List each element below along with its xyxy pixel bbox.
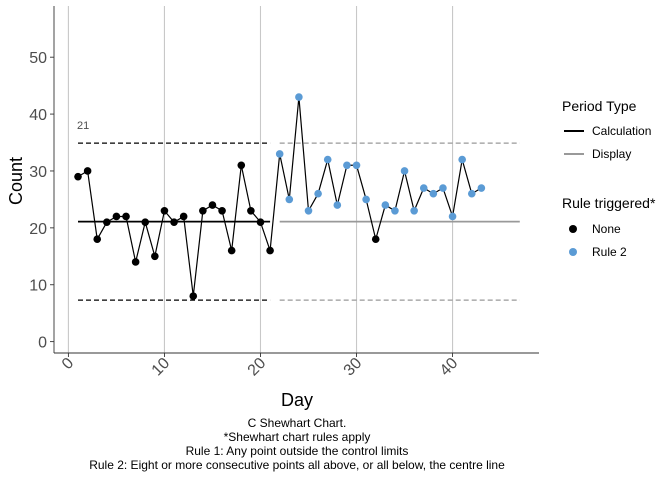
grid-layer xyxy=(67,6,454,353)
caption-line-2: *Shewhart chart rules apply xyxy=(224,430,371,444)
y-tick-label-0: 0 xyxy=(38,335,47,352)
data-point-day-23 xyxy=(285,195,294,204)
y-tick-label-20: 20 xyxy=(29,221,47,238)
data-point-day-16 xyxy=(218,206,226,215)
data-point-day-22 xyxy=(275,150,284,158)
data-point-day-42 xyxy=(467,189,476,198)
data-point-day-26 xyxy=(314,189,322,198)
caption-line-4: Rule 2: Eight or more consecutive points… xyxy=(89,458,505,472)
y-tick-label-50: 50 xyxy=(29,50,47,67)
x-axis-title: Day xyxy=(281,390,313,410)
data-point-day-25 xyxy=(304,206,313,215)
data-point-day-10 xyxy=(160,206,169,215)
data-point-day-28 xyxy=(333,201,342,209)
data-point-day-38 xyxy=(429,189,438,198)
data-point-day-7 xyxy=(131,258,140,266)
caption-line-3: Rule 1: Any point outside the control li… xyxy=(186,444,409,458)
x-tick-label-10: 10 xyxy=(149,355,174,380)
data-point-day-19 xyxy=(247,206,255,215)
data-point-day-11 xyxy=(170,218,178,226)
data-point-day-6 xyxy=(122,212,130,221)
caption-line-1: C Shewhart Chart. xyxy=(248,416,347,430)
data-point-day-1 xyxy=(74,172,82,181)
legend-rule2-label: Rule 2 xyxy=(592,245,627,259)
y-tick-label-40: 40 xyxy=(29,107,47,124)
axes-layer: 0 10 20 30 40 50 0 10 20 30 40 xyxy=(29,6,539,379)
y-axis-title: Count xyxy=(6,157,26,205)
data-point-day-33 xyxy=(381,201,390,209)
x-tick-label-30: 30 xyxy=(341,355,366,380)
x-tick-label-0: 0 xyxy=(59,355,77,373)
data-point-day-12 xyxy=(179,212,188,221)
data-point-day-15 xyxy=(208,201,217,209)
data-point-day-5 xyxy=(112,212,121,221)
y-tick-label-10: 10 xyxy=(29,278,47,295)
data-point-day-24 xyxy=(295,93,303,101)
data-point-day-30 xyxy=(352,161,361,170)
data-point-day-43 xyxy=(477,184,486,192)
data-point-day-36 xyxy=(410,206,418,215)
data-point-day-31 xyxy=(362,195,370,204)
data-point-day-3 xyxy=(93,235,102,244)
annotation-label: 21 xyxy=(77,120,89,132)
data-point-day-20 xyxy=(256,218,265,226)
data-point-day-34 xyxy=(391,206,399,215)
data-point-day-18 xyxy=(237,161,246,170)
legend-display-label: Display xyxy=(592,147,631,161)
data-point-day-8 xyxy=(141,218,150,226)
data-point-day-35 xyxy=(400,167,409,175)
legend-period-title: Period Type xyxy=(562,98,637,114)
legend-none-label: None xyxy=(592,222,621,236)
data-point-day-2 xyxy=(83,167,92,175)
data-point-day-21 xyxy=(266,246,274,255)
legend-none-swatch xyxy=(569,225,577,233)
data-point-day-17 xyxy=(227,246,236,255)
data-point-day-39 xyxy=(439,184,447,192)
data-point-day-41 xyxy=(458,155,466,164)
data-point-day-29 xyxy=(343,161,351,170)
data-point-day-40 xyxy=(448,212,457,221)
legend-calculation-label: Calculation xyxy=(592,124,651,138)
data-point-day-13 xyxy=(189,292,198,300)
legend-rule-title: Rule triggered* xyxy=(562,195,656,211)
x-tick-label-40: 40 xyxy=(437,355,462,380)
data-point-day-9 xyxy=(151,252,159,261)
x-tick-label-20: 20 xyxy=(245,355,270,380)
data-point-day-37 xyxy=(419,184,428,192)
legend-rule2-swatch xyxy=(569,248,577,256)
data-point-day-32 xyxy=(371,235,380,244)
series-layer xyxy=(74,93,486,300)
data-point-day-14 xyxy=(199,206,207,215)
y-tick-label-30: 30 xyxy=(29,164,47,181)
data-point-day-4 xyxy=(103,218,111,226)
series-line xyxy=(77,96,482,297)
data-point-day-27 xyxy=(323,155,332,164)
